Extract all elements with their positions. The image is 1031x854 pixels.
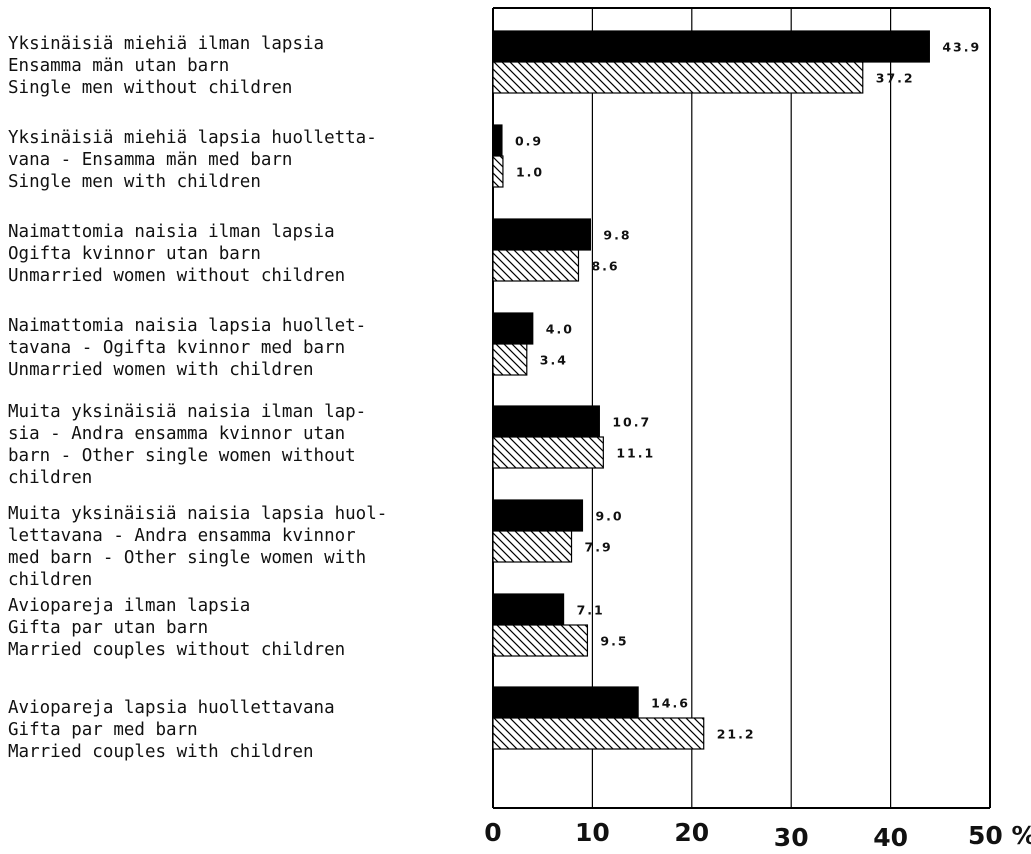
value-label-solid-3: 4.0 (546, 322, 574, 337)
value-label-hatched-7: 21.2 (717, 727, 756, 742)
bars (492, 30, 930, 750)
value-label-hatched-3: 3.4 (540, 353, 568, 368)
category-label-1: Yksinäisiä miehiä lapsia huolletta-vana … (8, 128, 377, 192)
bar-hatched-5 (492, 530, 573, 563)
value-label-hatched-5: 7.9 (585, 540, 613, 555)
bar-hatched-0 (492, 61, 864, 94)
value-label-solid-7: 14.6 (651, 696, 690, 711)
bar-solid-5 (492, 499, 584, 532)
value-label-solid-4: 10.7 (612, 415, 651, 430)
value-label-solid-5: 9.0 (595, 509, 623, 524)
x-tick-label-30: 30 (774, 823, 809, 852)
bar-hatched-2 (492, 249, 580, 282)
value-label-hatched-1: 1.0 (516, 165, 544, 180)
value-label-hatched-4: 11.1 (616, 446, 655, 461)
bar-hatched-1 (492, 155, 504, 188)
category-label-2: Naimattomia naisia ilman lapsia Ogifta kv… (8, 222, 345, 286)
bar-solid-2 (492, 218, 592, 251)
category-label-6: Aviopareja ilman lapsia Gifta par utan ba… (8, 596, 345, 660)
value-label-hatched-6: 9.5 (600, 634, 628, 649)
value-label-solid-6: 7.1 (577, 603, 605, 618)
value-label-hatched-2: 8.6 (591, 259, 619, 274)
value-label-solid-1: 0.9 (515, 134, 543, 149)
category-label-3: Naimattomia naisia lapsia huollet-tavana… (8, 316, 366, 380)
bar-solid-0 (492, 30, 930, 63)
bar-hatched-6 (492, 624, 589, 657)
x-tick-label-0: 0 (484, 818, 501, 847)
value-label-solid-0: 43.9 (942, 40, 981, 55)
category-label-7: Aviopareja lapsia huollettavana Gifta par… (8, 698, 335, 762)
bar-hatched-3 (492, 343, 528, 376)
category-label-5: Muita yksinäisiä naisia lapsia huol-lett… (8, 504, 387, 590)
grid-lines (591, 8, 991, 808)
category-labels: Yksinäisiä miehiä ilman lapsia Ensamma mä… (8, 34, 387, 762)
x-tick-label-20: 20 (674, 818, 709, 847)
bar-hatched-4 (492, 436, 604, 469)
category-label-0: Yksinäisiä miehiä ilman lapsia Ensamma mä… (8, 34, 324, 98)
x-axis-tick-labels: 0 10 20 30 40 50 % (484, 818, 1031, 852)
bar-solid-6 (492, 593, 565, 626)
value-label-solid-2: 9.8 (603, 228, 631, 243)
bar-solid-7 (492, 686, 639, 719)
category-label-4: Muita yksinäisiä naisia ilman lap-sia - … (8, 402, 366, 488)
x-tick-label-40: 40 (873, 823, 908, 852)
bar-solid-4 (492, 405, 600, 438)
x-tick-label-50: 50 % (968, 821, 1031, 850)
bar-solid-1 (492, 124, 503, 157)
value-label-hatched-0: 37.2 (876, 71, 915, 86)
x-tick-label-10: 10 (575, 818, 610, 847)
value-labels: 43.9 0.9 9.8 4.0 10.7 9.0 7.1 14.6 37.2 1.0 8.6 3.4… (515, 40, 981, 742)
bar-hatched-7 (492, 717, 705, 750)
bar-solid-3 (492, 312, 534, 345)
